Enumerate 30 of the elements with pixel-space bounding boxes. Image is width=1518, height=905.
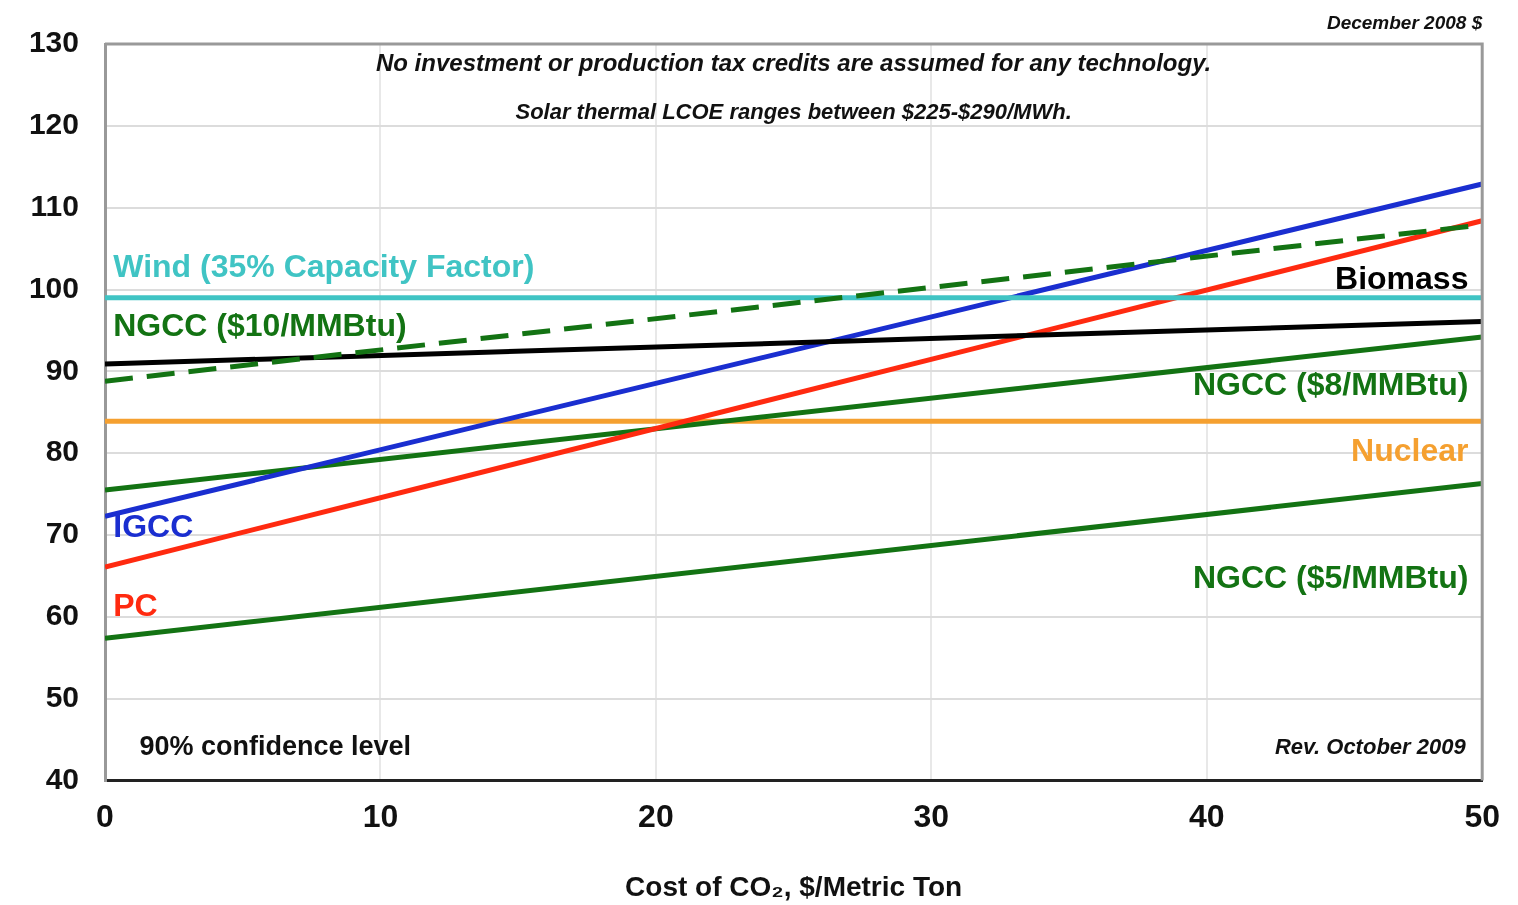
annotation: Solar thermal LCOE ranges between $225-$290/MWh. (515, 98, 1072, 124)
y-tick-label: 80 (45, 434, 79, 468)
annotation: Rev. October 2009 (1274, 733, 1467, 759)
y-tick-label: 60 (45, 598, 79, 632)
series-label: NGCC ($10/MMBtu) (113, 307, 407, 344)
x-axis-title: Cost of CO₂, $/Metric Ton (625, 870, 963, 902)
x-tick-label: 30 (913, 797, 950, 834)
series-label: PC (113, 586, 158, 623)
y-tick-label: 120 (28, 107, 79, 141)
y-tick-label: 40 (45, 761, 79, 795)
x-tick-label: 0 (96, 797, 114, 834)
x-tick-label: 40 (1188, 797, 1225, 834)
x-tick-label: 20 (638, 797, 674, 834)
y-tick-label: 130 (28, 25, 79, 59)
text: December 2008 $ (1326, 11, 1483, 33)
y-tick-label: 90 (45, 352, 79, 386)
annotation: 90% confidence level (139, 730, 412, 761)
x-tick-label: 10 (362, 797, 399, 834)
y-tick-label: 100 (28, 270, 79, 304)
annotation: No investment or production tax credits are assumed for any technology. (375, 48, 1212, 76)
y-tick-label: 50 (45, 680, 79, 714)
series-label: NGCC ($8/MMBtu) (1192, 365, 1469, 402)
y-tick-label: 70 (45, 516, 79, 550)
series-label: Biomass (1335, 259, 1469, 296)
series-label: IGCC (113, 507, 194, 544)
series-label: Wind (35% Capacity Factor) (113, 248, 535, 285)
series-label: NGCC ($5/MMBtu) (1192, 559, 1469, 596)
y-tick-label: 110 (30, 188, 79, 222)
series-label: Nuclear (1351, 432, 1469, 469)
x-tick-label: 50 (1464, 797, 1500, 834)
